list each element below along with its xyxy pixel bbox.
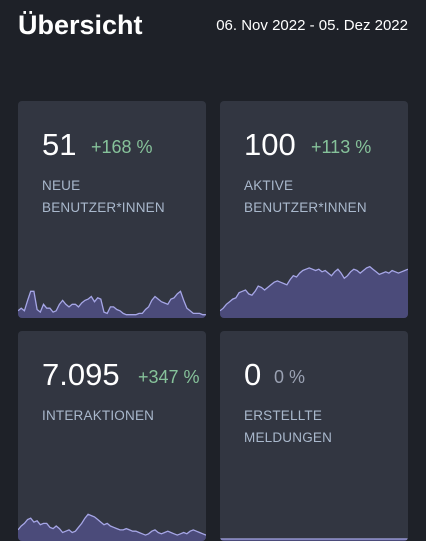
card-label-line2: BENUTZER*INNEN (42, 200, 165, 215)
sparkline-line (18, 290, 206, 316)
card-value: 0 (244, 357, 262, 392)
card-change: +168 % (91, 137, 153, 157)
card-label-line2: BENUTZER*INNEN (244, 200, 367, 215)
sparkline-area (18, 514, 206, 541)
header: Übersicht 06. Nov 2022 - 05. Dez 2022 (0, 0, 426, 60)
card-value: 51 (42, 127, 77, 162)
sparkline-area (18, 291, 206, 318)
card-label-line2: MELDUNGEN (244, 430, 333, 445)
sparkline-line (18, 513, 206, 536)
card-change: +113 % (311, 137, 372, 157)
card-label-line1: AKTIVE (244, 178, 294, 193)
sparkline-chart (18, 513, 206, 541)
card-label: INTERAKTIONEN (42, 405, 202, 427)
date-range[interactable]: 06. Nov 2022 - 05. Dez 2022 (216, 17, 408, 34)
card-value: 7.095 (42, 357, 120, 392)
card-label: NEUE BENUTZER*INNEN (42, 175, 202, 219)
card-interaktionen[interactable]: 7.095 +347 % INTERAKTIONEN (18, 331, 206, 541)
card-neue-benutzer[interactable]: 51 +168 % NEUE BENUTZER*INNEN (18, 101, 206, 318)
card-label: ERSTELLTE MELDUNGEN (244, 405, 404, 449)
page-title: Übersicht (18, 10, 143, 40)
card-aktive-benutzer[interactable]: 100 +113 % AKTIVE BENUTZER*INNEN (220, 101, 408, 318)
card-change: 0 % (274, 367, 306, 387)
sparkline-line (220, 265, 408, 312)
card-erstellte-meldungen[interactable]: 0 0 % ERSTELLTE MELDUNGEN (220, 331, 408, 541)
sparkline-chart (220, 265, 408, 318)
sparkline-area (220, 266, 408, 318)
card-label-line1: INTERAKTIONEN (42, 408, 155, 423)
card-label: AKTIVE BENUTZER*INNEN (244, 175, 404, 219)
card-label-line1: NEUE (42, 178, 81, 193)
card-value: 100 (244, 127, 296, 162)
card-label-line1: ERSTELLTE (244, 408, 323, 423)
sparkline-chart (220, 538, 408, 541)
sparkline-chart (18, 290, 206, 318)
card-change: +347 % (138, 367, 200, 387)
